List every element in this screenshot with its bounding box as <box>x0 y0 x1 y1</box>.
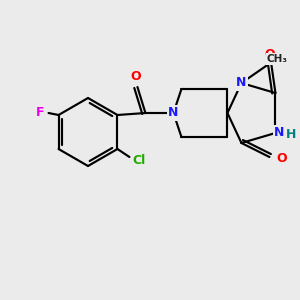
Text: F: F <box>36 106 45 119</box>
Text: O: O <box>264 47 275 61</box>
Text: H: H <box>286 128 297 142</box>
Text: N: N <box>236 76 247 89</box>
Text: O: O <box>130 70 141 83</box>
Text: Cl: Cl <box>133 154 146 167</box>
Text: N: N <box>168 106 178 119</box>
Text: CH₃: CH₃ <box>267 54 288 64</box>
Text: O: O <box>276 152 287 166</box>
Text: N: N <box>274 127 285 140</box>
